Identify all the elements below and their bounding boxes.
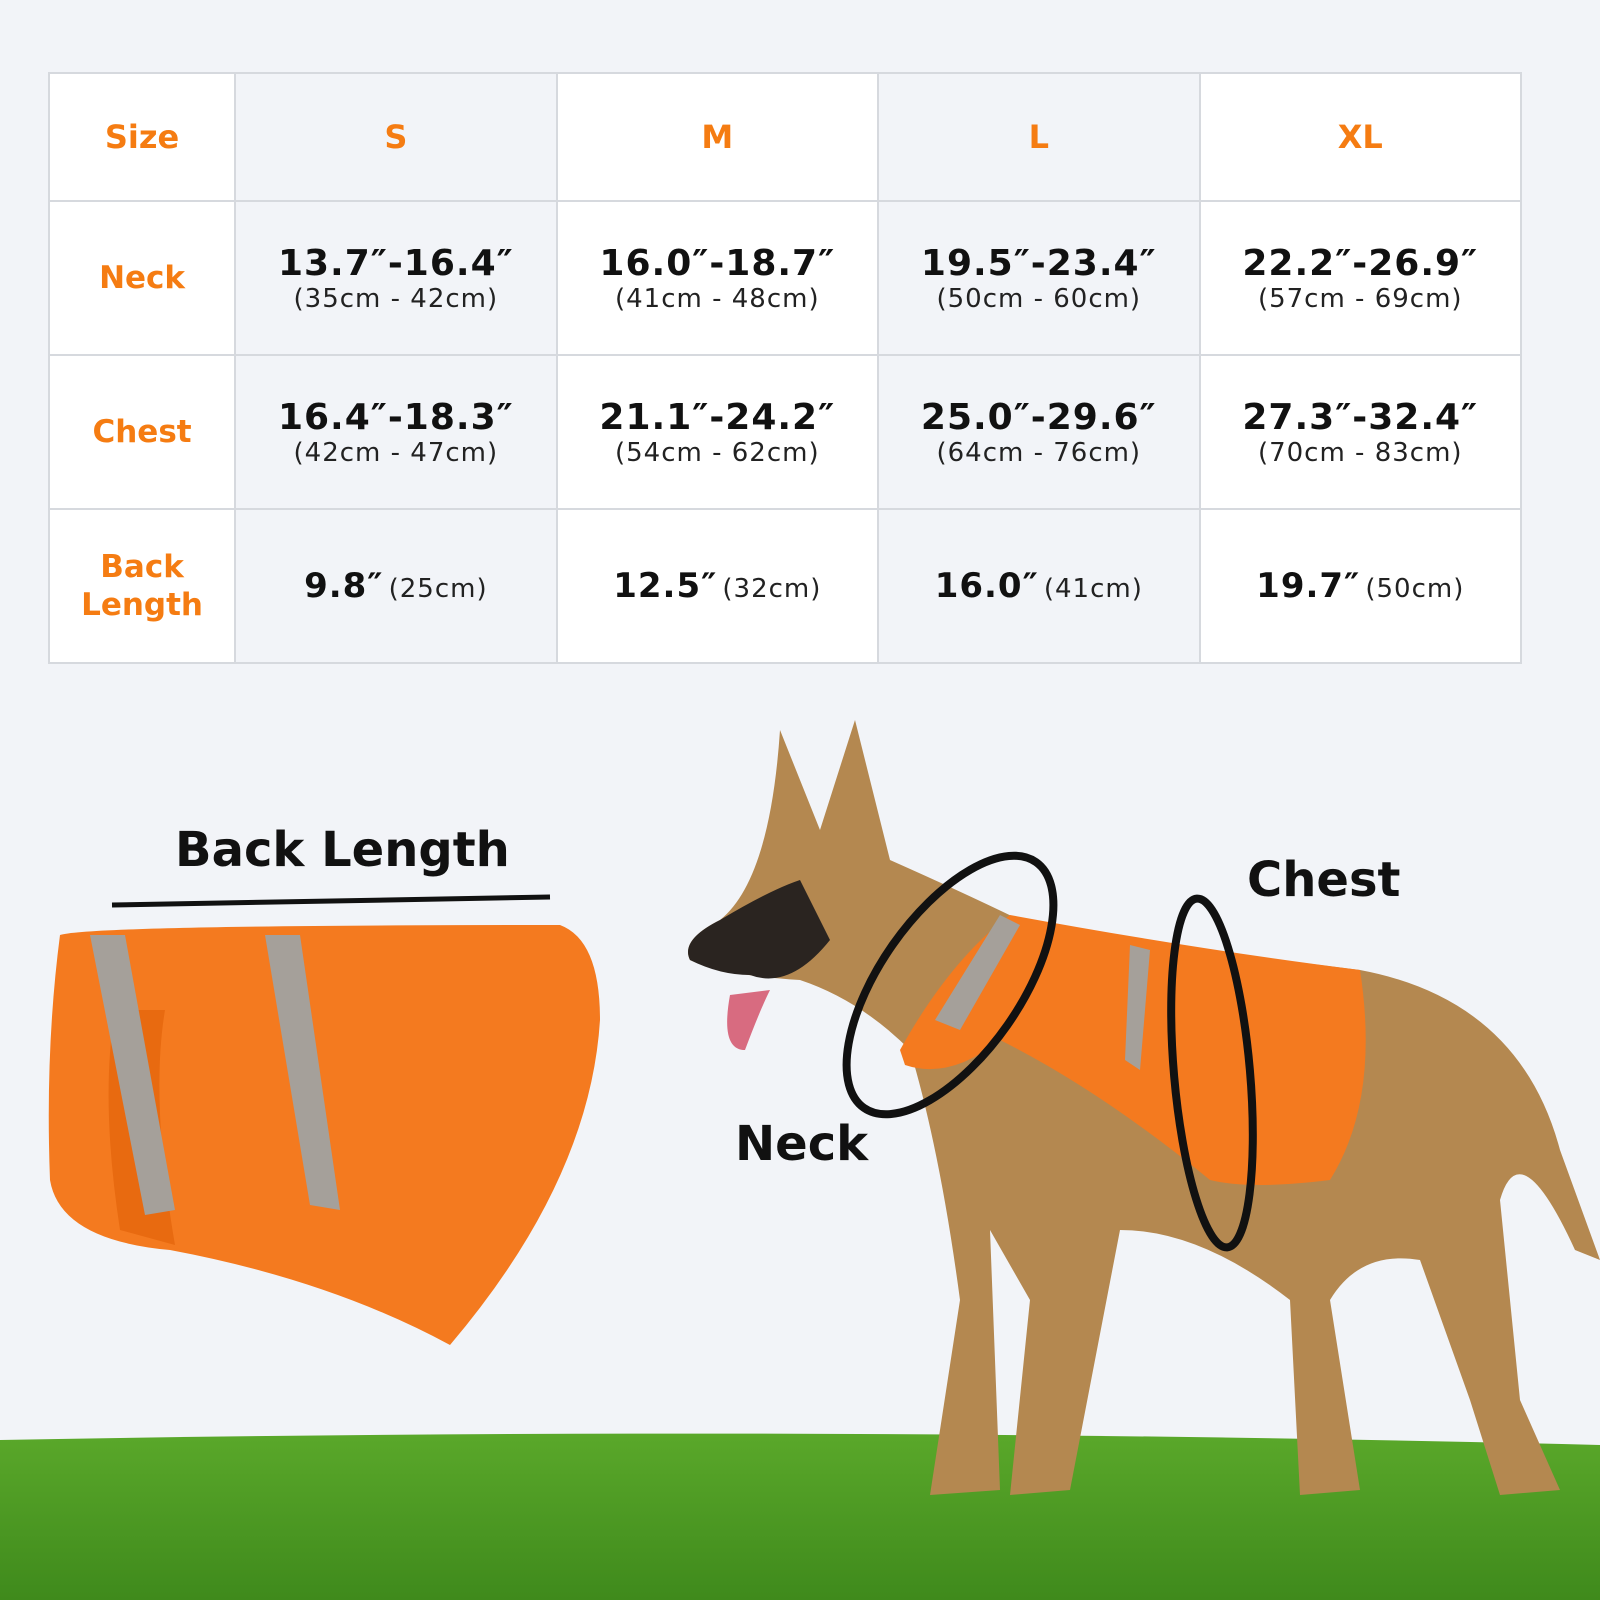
chest-xl: 27.3″-32.4″ (70cm - 83cm)	[1198, 354, 1523, 510]
chest-label: Chest	[47, 354, 237, 510]
size-m-header: M	[555, 72, 880, 202]
product-illustration	[0, 720, 1600, 1600]
value-inch: 21.1″-24.2″	[599, 396, 836, 438]
chest-measure-ring	[1167, 894, 1257, 1252]
value-inch: 19.5″-23.4″	[920, 242, 1157, 284]
neck-l: 19.5″-23.4″ (50cm - 60cm)	[877, 200, 1201, 356]
neck-measure-ring	[842, 851, 1058, 1119]
value-cm: (32cm)	[722, 574, 822, 604]
value-cm: (41cm - 48cm)	[615, 283, 820, 314]
chest-row: Chest 16.4″-18.3″ (42cm - 47cm) 21.1″-24.…	[47, 354, 1523, 510]
back-length-label: Back Length	[47, 508, 237, 664]
neck-xl: 22.2″-26.9″ (57cm - 69cm)	[1198, 200, 1523, 356]
back-m: 12.5″ (32cm)	[555, 508, 880, 664]
neck-s: 13.7″-16.4″ (35cm - 42cm)	[234, 200, 558, 356]
value-cm: (41cm)	[1043, 574, 1143, 604]
label-line: Length	[81, 587, 204, 623]
value-inch: 27.3″-32.4″	[1242, 396, 1479, 438]
value-cm: (54cm - 62cm)	[615, 437, 820, 468]
neck-caption: Neck	[735, 1116, 869, 1172]
value-inch: 9.8″	[304, 566, 384, 606]
header-row: Size S M L XL	[47, 72, 1523, 202]
chest-m: 21.1″-24.2″ (54cm - 62cm)	[555, 354, 880, 510]
value-inch: 22.2″-26.9″	[1242, 242, 1479, 284]
back-xl: 19.7″ (50cm)	[1198, 508, 1523, 664]
back-s: 9.8″ (25cm)	[234, 508, 558, 664]
grass	[0, 1433, 1600, 1600]
size-xl-header: XL	[1198, 72, 1523, 202]
size-s-header: S	[234, 72, 558, 202]
back-l: 16.0″ (41cm)	[877, 508, 1201, 664]
size-l-header: L	[877, 72, 1201, 202]
neck-m: 16.0″-18.7″ (41cm - 48cm)	[555, 200, 880, 356]
value-cm: (50cm - 60cm)	[936, 283, 1142, 314]
vest-image	[48, 925, 600, 1345]
back-length-line	[111, 894, 551, 908]
value-inch: 16.4″-18.3″	[277, 396, 514, 438]
value-cm: (57cm - 69cm)	[1257, 283, 1463, 314]
value-cm: (70cm - 83cm)	[1257, 437, 1463, 468]
value-inch: 16.0″	[934, 566, 1039, 606]
value-cm: (42cm - 47cm)	[293, 437, 499, 468]
neck-label: Neck	[47, 200, 237, 356]
value-cm: (50cm)	[1365, 574, 1465, 604]
dog-image	[688, 720, 1600, 1495]
size-chart-table: Size S M L XL Neck 13.7″-16.4″ (35cm - 42…	[47, 72, 1523, 664]
value-inch: 16.0″-18.7″	[599, 242, 836, 284]
value-inch: 25.0″-29.6″	[920, 396, 1157, 438]
back-length-caption: Back Length	[175, 822, 510, 878]
value-cm: (35cm - 42cm)	[293, 283, 499, 314]
value-inch: 13.7″-16.4″	[277, 242, 514, 284]
value-cm: (64cm - 76cm)	[936, 437, 1142, 468]
value-inch: 19.7″	[1256, 566, 1361, 606]
chest-s: 16.4″-18.3″ (42cm - 47cm)	[234, 354, 558, 510]
chest-l: 25.0″-29.6″ (64cm - 76cm)	[877, 354, 1201, 510]
label-line: Back	[100, 549, 184, 585]
chest-caption: Chest	[1247, 852, 1401, 908]
value-cm: (25cm)	[388, 574, 488, 604]
back-length-row: Back Length 9.8″ (25cm) 12.5″ (32cm) 16.0…	[47, 508, 1523, 664]
neck-row: Neck 13.7″-16.4″ (35cm - 42cm) 16.0″-18.7…	[47, 200, 1523, 356]
size-header: Size	[47, 72, 237, 202]
value-inch: 12.5″	[613, 566, 718, 606]
